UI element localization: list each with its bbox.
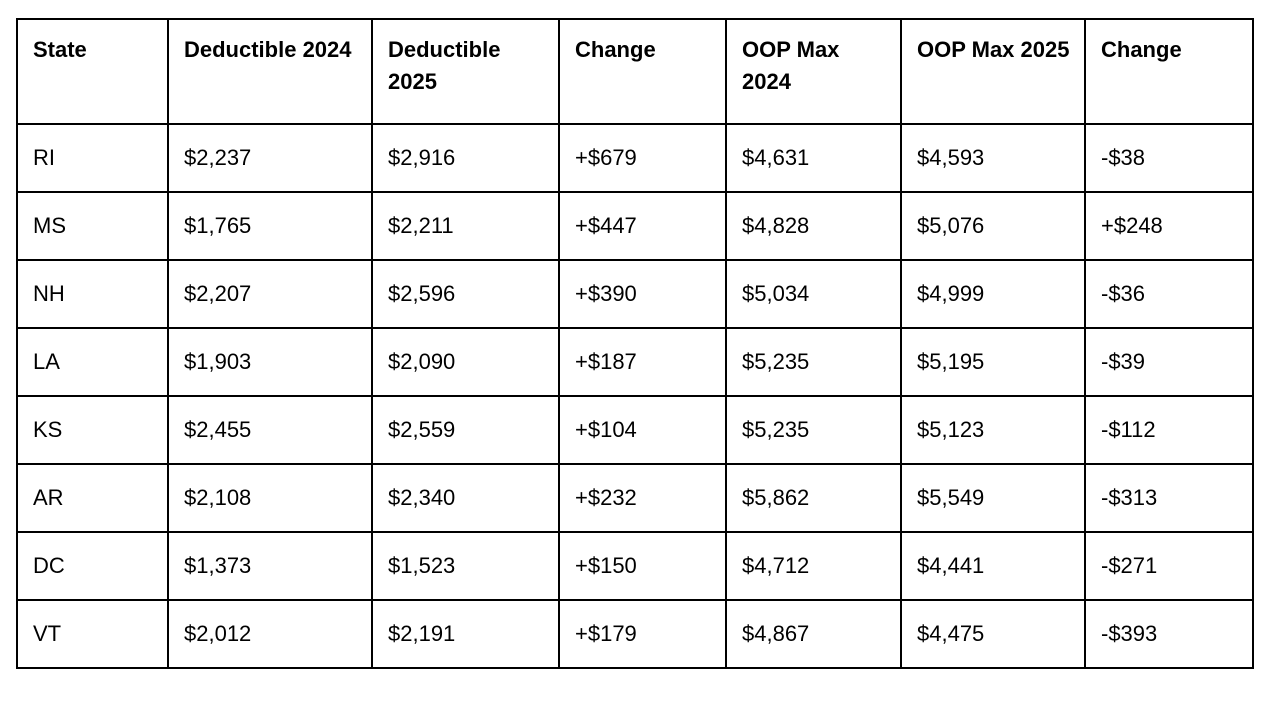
table-cell: +$232 xyxy=(558,463,727,533)
table-cell: -$112 xyxy=(1084,395,1254,465)
table-cell: $2,916 xyxy=(371,123,560,193)
table-cell: $1,523 xyxy=(371,531,560,601)
table-cell: $1,373 xyxy=(167,531,373,601)
table-cell: $4,631 xyxy=(725,123,902,193)
header-state: State xyxy=(16,18,169,125)
table-cell: $5,195 xyxy=(900,327,1086,397)
table-cell: $5,123 xyxy=(900,395,1086,465)
table-header-row: State Deductible 2024 Deductible 2025 Ch… xyxy=(16,18,1254,125)
table-cell: $2,108 xyxy=(167,463,373,533)
table-cell: $4,475 xyxy=(900,599,1086,669)
table-cell: $2,340 xyxy=(371,463,560,533)
table-cell: $5,076 xyxy=(900,191,1086,261)
header-oop-change: Change xyxy=(1084,18,1254,125)
table-cell: $5,235 xyxy=(725,327,902,397)
table-cell: +$150 xyxy=(558,531,727,601)
table-cell: +$104 xyxy=(558,395,727,465)
table-cell: $4,712 xyxy=(725,531,902,601)
table-cell: KS xyxy=(16,395,169,465)
table-cell: $4,999 xyxy=(900,259,1086,329)
table-cell: $2,211 xyxy=(371,191,560,261)
table-cell: $4,828 xyxy=(725,191,902,261)
header-oop-max-2024: OOP Max 2024 xyxy=(725,18,902,125)
header-deductible-change: Change xyxy=(558,18,727,125)
table-row: DC $1,373 $1,523 +$150 $4,712 $4,441 -$271 xyxy=(16,531,1254,601)
header-deductible-2024: Deductible 2024 xyxy=(167,18,373,125)
table-cell: -$36 xyxy=(1084,259,1254,329)
table-cell: $4,593 xyxy=(900,123,1086,193)
table-cell: +$187 xyxy=(558,327,727,397)
table-cell: -$313 xyxy=(1084,463,1254,533)
header-deductible-2025: Deductible 2025 xyxy=(371,18,560,125)
table-cell: $2,191 xyxy=(371,599,560,669)
table-cell: RI xyxy=(16,123,169,193)
table-cell: LA xyxy=(16,327,169,397)
table-row: NH $2,207 $2,596 +$390 $5,034 $4,999 -$36 xyxy=(16,259,1254,329)
table-cell: $1,765 xyxy=(167,191,373,261)
table-cell: +$248 xyxy=(1084,191,1254,261)
table-cell: $2,090 xyxy=(371,327,560,397)
table-row: MS $1,765 $2,211 +$447 $4,828 $5,076 +$248 xyxy=(16,191,1254,261)
table-body: RI $2,237 $2,916 +$679 $4,631 $4,593 -$38 MS $1,… xyxy=(16,123,1254,669)
table-row: KS $2,455 $2,559 +$104 $5,235 $5,123 -$112 xyxy=(16,395,1254,465)
table-cell: -$271 xyxy=(1084,531,1254,601)
table-row: VT $2,012 $2,191 +$179 $4,867 $4,475 -$393 xyxy=(16,599,1254,669)
table-cell: $4,441 xyxy=(900,531,1086,601)
table-cell: DC xyxy=(16,531,169,601)
table-row: AR $2,108 $2,340 +$232 $5,862 $5,549 -$313 xyxy=(16,463,1254,533)
table-cell: $5,235 xyxy=(725,395,902,465)
table-cell: $2,455 xyxy=(167,395,373,465)
table-cell: VT xyxy=(16,599,169,669)
table-cell: $2,207 xyxy=(167,259,373,329)
table-cell: $4,867 xyxy=(725,599,902,669)
deductible-oop-comparison-table: State Deductible 2024 Deductible 2025 Ch… xyxy=(16,18,1254,669)
table-cell: AR xyxy=(16,463,169,533)
table-cell: $2,237 xyxy=(167,123,373,193)
table-row: LA $1,903 $2,090 +$187 $5,235 $5,195 -$39 xyxy=(16,327,1254,397)
table-cell: MS xyxy=(16,191,169,261)
table-cell: $5,034 xyxy=(725,259,902,329)
table-cell: -$39 xyxy=(1084,327,1254,397)
table-cell: $1,903 xyxy=(167,327,373,397)
header-oop-max-2025: OOP Max 2025 xyxy=(900,18,1086,125)
table-cell: -$38 xyxy=(1084,123,1254,193)
table-cell: $2,596 xyxy=(371,259,560,329)
table-cell: +$179 xyxy=(558,599,727,669)
table-cell: $2,012 xyxy=(167,599,373,669)
table-cell: -$393 xyxy=(1084,599,1254,669)
table-cell: +$447 xyxy=(558,191,727,261)
table-cell: +$390 xyxy=(558,259,727,329)
table-cell: $5,549 xyxy=(900,463,1086,533)
table-cell: $2,559 xyxy=(371,395,560,465)
table-row: RI $2,237 $2,916 +$679 $4,631 $4,593 -$38 xyxy=(16,123,1254,193)
table-cell: +$679 xyxy=(558,123,727,193)
table-cell: $5,862 xyxy=(725,463,902,533)
table-cell: NH xyxy=(16,259,169,329)
